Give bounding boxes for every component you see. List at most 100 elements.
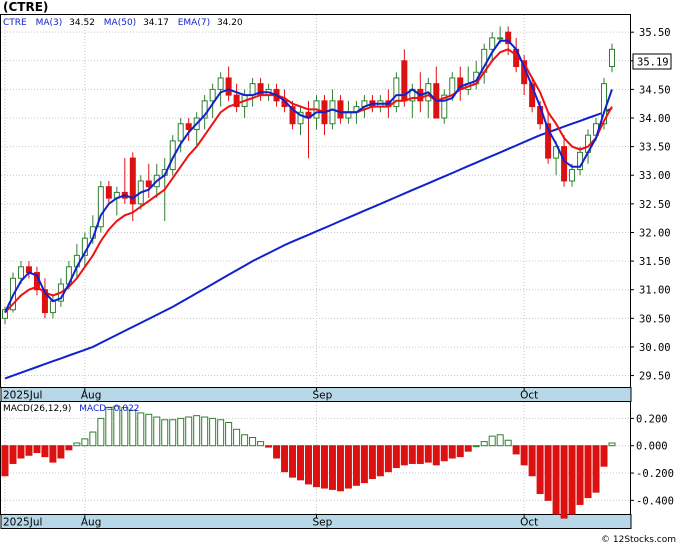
date-label: 2025Jul: [3, 517, 42, 529]
candle-down: [145, 163, 152, 199]
last-price-label: 35.19: [637, 57, 669, 69]
candle-down: [225, 66, 232, 101]
macd-bar-positive: [81, 438, 89, 447]
macd-bar-negative: [392, 445, 400, 469]
macd-value: MACD=0.022: [79, 404, 139, 414]
macd-bar-positive: [241, 434, 249, 447]
candle-body: [553, 146, 560, 159]
price-tick-label: 30.50: [639, 313, 671, 325]
macd-bar-negative: [336, 445, 344, 492]
macd-bar-positive: [137, 412, 145, 447]
macd-grid: [1, 402, 630, 514]
macd-y-axis: 0.200 0.000 -0.200 -0.400: [630, 413, 674, 507]
legend-ma50-label: MA(50): [104, 18, 136, 28]
candle-up: [609, 43, 615, 73]
macd-bar-positive: [73, 442, 81, 447]
candle-body: [497, 37, 504, 40]
legend-ema7-label: EMA(7): [178, 18, 210, 28]
date-label: Oct: [520, 517, 538, 529]
price-grid: [1, 15, 630, 387]
candle-body: [209, 88, 216, 102]
macd-bar-negative: [17, 445, 25, 459]
legend-ma50-value: 34.17: [143, 18, 169, 28]
candle-up: [297, 106, 304, 136]
price-tick-label: 29.50: [639, 371, 671, 383]
macd-bar-positive: [233, 428, 241, 447]
candle-body: [185, 123, 192, 130]
macd-bar-negative: [9, 445, 17, 464]
candle-body: [249, 83, 256, 96]
price-tick-label: 33.00: [639, 170, 671, 182]
macd-bar-positive: [129, 409, 137, 447]
candle-body: [393, 77, 400, 108]
candle-body: [97, 186, 104, 228]
macd-bar-positive: [177, 417, 185, 447]
macd-bar-negative: [289, 445, 297, 478]
macd-bar-negative: [400, 445, 408, 466]
macd-bar-negative: [328, 445, 336, 490]
macd-bar-positive: [201, 416, 209, 447]
macd-legend: MACD(26,12,9) MACD=0.022: [3, 404, 140, 414]
candle-body: [489, 37, 496, 50]
indicator-lines: [4, 39, 613, 314]
macd-bar-negative: [384, 445, 392, 473]
macd-bar-positive: [488, 435, 496, 447]
price-tick-label: 32.00: [639, 227, 671, 239]
macd-bar-positive: [97, 417, 105, 447]
date-label: Sep: [312, 390, 332, 402]
macd-bar-positive: [257, 441, 265, 447]
candle-up: [209, 83, 216, 119]
candle-body: [449, 77, 456, 96]
macd-bar-negative: [320, 445, 328, 489]
macd-bar-negative: [41, 445, 49, 458]
macd-bar-positive: [185, 416, 193, 447]
macd-bar-positive: [209, 417, 217, 447]
macd-bar-positive: [161, 419, 169, 447]
macd-bar-negative: [265, 445, 273, 448]
last-price-tag: 35.19: [632, 53, 672, 70]
macd-bar-positive: [496, 434, 504, 447]
price-panel-frame: [0, 14, 631, 388]
macd-bar-negative: [528, 445, 536, 477]
macd-bar-negative: [273, 445, 281, 459]
price-tick-label: 31.50: [639, 256, 671, 268]
macd-bar-positive: [249, 437, 257, 447]
macd-bar-positive: [121, 406, 129, 447]
macd-bar-negative: [344, 445, 352, 489]
candle-down: [233, 83, 240, 113]
price-y-axis: 35.5035.0034.5034.0033.5033.0032.5032.00…: [630, 27, 671, 383]
candle-down: [337, 95, 344, 124]
macd-bar-negative: [305, 445, 312, 485]
candle-down: [129, 152, 136, 222]
price-tick-label: 35.50: [639, 27, 671, 39]
candle-down: [289, 100, 296, 130]
ma3-line: [4, 39, 613, 314]
macd-bar-negative: [600, 445, 608, 467]
macd-bar-negative: [576, 445, 584, 505]
macd-bar-negative: [312, 445, 320, 488]
macd-bar-negative: [592, 445, 600, 493]
candle-body: [441, 94, 448, 119]
macd-tick-label: 0.000: [636, 441, 668, 453]
macd-bar-negative: [520, 445, 528, 466]
candle-down: [545, 112, 552, 164]
macd-bar-negative: [33, 445, 41, 454]
macd-bar-positive: [193, 415, 201, 447]
date-labels: 2025Jul 2025Jul Aug Aug Sep Sep Oct Oct: [3, 388, 538, 529]
macd-bar-negative: [568, 445, 576, 515]
macd-bar-negative: [376, 445, 384, 477]
candle-body: [217, 77, 224, 90]
candle-body: [17, 266, 24, 279]
macd-bar-negative: [464, 445, 472, 452]
macd-bar-negative: [512, 445, 520, 455]
macd-bar-negative: [544, 445, 552, 501]
chart-title: (CTRE): [3, 0, 48, 14]
macd-bar-negative: [281, 445, 289, 473]
macd-bar-negative: [368, 445, 376, 479]
candle-body: [2, 309, 8, 319]
legend-line: CTRE MA(3) 34.52 MA(50) 34.17 EMA(7) 34.…: [3, 18, 243, 28]
legend-ema7-value: 34.20: [217, 18, 243, 28]
candle-body: [233, 94, 240, 108]
candle-body: [289, 106, 296, 125]
candle-body: [145, 180, 152, 188]
